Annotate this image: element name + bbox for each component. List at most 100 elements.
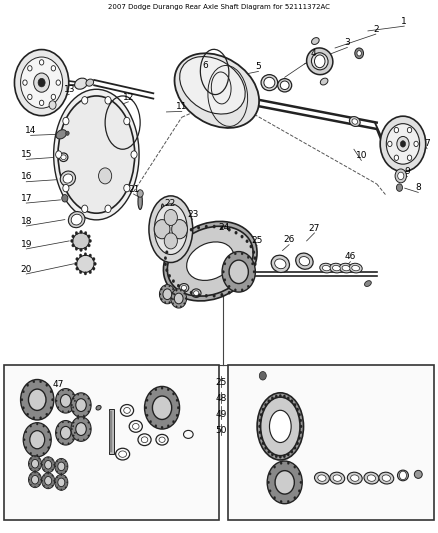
- Ellipse shape: [332, 265, 340, 271]
- Circle shape: [78, 393, 79, 395]
- Circle shape: [268, 450, 270, 454]
- Circle shape: [65, 477, 66, 478]
- Text: 25: 25: [215, 378, 227, 386]
- Circle shape: [105, 96, 111, 104]
- Ellipse shape: [77, 255, 94, 272]
- Circle shape: [57, 407, 59, 408]
- Circle shape: [45, 477, 52, 485]
- Circle shape: [298, 490, 300, 492]
- Circle shape: [73, 411, 74, 413]
- Ellipse shape: [132, 423, 139, 430]
- Circle shape: [84, 272, 87, 275]
- Circle shape: [145, 407, 147, 409]
- Circle shape: [228, 285, 230, 288]
- Circle shape: [56, 400, 57, 402]
- Circle shape: [52, 459, 53, 461]
- Circle shape: [75, 231, 78, 235]
- Circle shape: [240, 284, 244, 287]
- Circle shape: [60, 426, 71, 439]
- Circle shape: [51, 66, 56, 71]
- Circle shape: [394, 127, 399, 133]
- Circle shape: [56, 432, 57, 434]
- Ellipse shape: [351, 475, 359, 481]
- Ellipse shape: [311, 53, 328, 70]
- Circle shape: [61, 489, 62, 490]
- Circle shape: [269, 490, 271, 492]
- Circle shape: [21, 399, 23, 401]
- Text: 18: 18: [21, 217, 32, 225]
- Circle shape: [213, 294, 215, 297]
- Text: 12: 12: [123, 93, 134, 101]
- Circle shape: [166, 251, 168, 254]
- Circle shape: [88, 435, 89, 437]
- Text: 9: 9: [404, 167, 410, 176]
- Circle shape: [68, 410, 69, 413]
- Circle shape: [84, 231, 87, 235]
- Text: 25: 25: [251, 237, 263, 245]
- Circle shape: [89, 239, 92, 243]
- Circle shape: [71, 417, 91, 441]
- Circle shape: [271, 397, 274, 400]
- Ellipse shape: [271, 255, 290, 272]
- Circle shape: [131, 151, 137, 158]
- Circle shape: [241, 289, 243, 292]
- Circle shape: [76, 267, 78, 270]
- Circle shape: [161, 426, 163, 429]
- Circle shape: [235, 231, 237, 235]
- Circle shape: [56, 421, 76, 445]
- Circle shape: [146, 399, 148, 401]
- Circle shape: [399, 471, 406, 480]
- Circle shape: [172, 279, 175, 283]
- Circle shape: [43, 469, 45, 471]
- Text: 4: 4: [311, 49, 316, 58]
- Circle shape: [57, 487, 58, 488]
- Circle shape: [269, 473, 271, 475]
- Circle shape: [294, 447, 296, 449]
- Circle shape: [234, 289, 237, 292]
- Circle shape: [274, 466, 276, 468]
- Circle shape: [260, 437, 262, 440]
- Ellipse shape: [180, 56, 245, 114]
- Text: 1: 1: [401, 17, 407, 26]
- Circle shape: [73, 435, 74, 437]
- Ellipse shape: [154, 204, 187, 255]
- Circle shape: [79, 254, 82, 257]
- Circle shape: [397, 136, 409, 151]
- Circle shape: [62, 442, 64, 445]
- Text: 48: 48: [215, 394, 227, 402]
- Circle shape: [61, 458, 62, 460]
- Circle shape: [42, 480, 43, 481]
- Circle shape: [294, 403, 296, 406]
- Ellipse shape: [278, 78, 292, 92]
- Circle shape: [72, 439, 74, 440]
- Text: 49: 49: [215, 410, 227, 419]
- Circle shape: [21, 57, 63, 108]
- Circle shape: [280, 462, 282, 464]
- Circle shape: [92, 257, 95, 261]
- Circle shape: [71, 239, 73, 243]
- Circle shape: [265, 447, 267, 449]
- Circle shape: [291, 399, 293, 402]
- Circle shape: [83, 393, 85, 395]
- Ellipse shape: [307, 48, 333, 75]
- Circle shape: [228, 256, 230, 259]
- Circle shape: [56, 389, 76, 413]
- Circle shape: [57, 425, 59, 427]
- Circle shape: [161, 298, 162, 300]
- Circle shape: [254, 263, 256, 266]
- Circle shape: [164, 209, 177, 225]
- Circle shape: [400, 141, 406, 147]
- Ellipse shape: [138, 193, 142, 209]
- Circle shape: [84, 253, 87, 256]
- Circle shape: [55, 466, 56, 467]
- Circle shape: [253, 271, 255, 273]
- Circle shape: [76, 399, 86, 411]
- Circle shape: [176, 399, 178, 401]
- Circle shape: [287, 397, 290, 400]
- Circle shape: [60, 394, 71, 407]
- Ellipse shape: [86, 79, 94, 86]
- Circle shape: [228, 291, 231, 294]
- Circle shape: [161, 288, 162, 290]
- Circle shape: [78, 439, 79, 441]
- Circle shape: [176, 289, 177, 291]
